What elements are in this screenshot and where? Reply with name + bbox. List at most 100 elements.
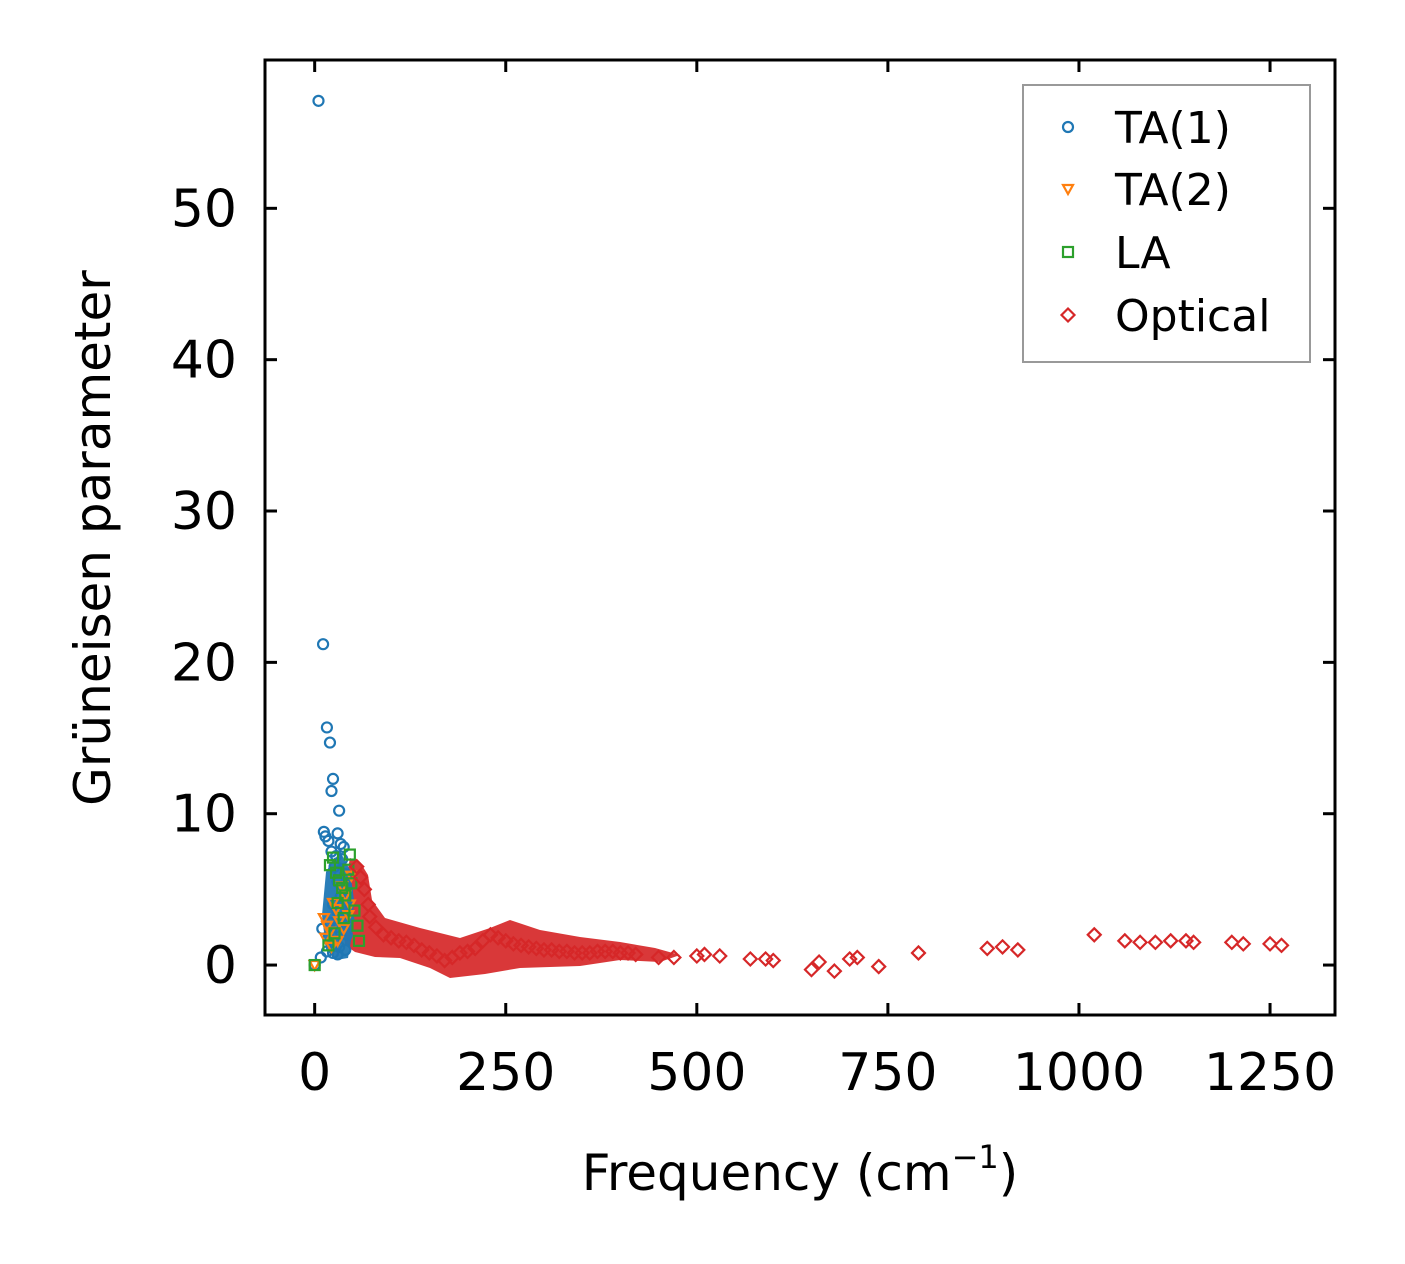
data-point: [581, 944, 598, 962]
data-point: [398, 934, 415, 951]
scatter-points: [307, 94, 1290, 980]
data-point: [318, 932, 333, 946]
series-optical: [348, 858, 1290, 980]
x-tick-label: 250: [456, 1043, 555, 1103]
data-point: [1009, 941, 1026, 958]
data-point: [356, 881, 373, 898]
y-axis-label: Grüneisen parameter: [64, 270, 122, 806]
x-tick-label: 750: [838, 1043, 937, 1103]
data-point: [326, 851, 340, 864]
data-point: [1116, 932, 1133, 949]
data-point: [490, 929, 507, 946]
data-point: [326, 772, 340, 785]
data-point: [650, 949, 667, 966]
y-tick-labels: 0 10 20 30 40 50: [171, 179, 237, 996]
data-point: [870, 958, 887, 975]
legend-label-optical: Optical: [1115, 291, 1270, 342]
legend: TA(1) TA(2) LA Optical: [1022, 84, 1311, 363]
data-point: [322, 834, 335, 848]
data-point: [467, 940, 484, 957]
data-point: [421, 944, 438, 962]
data-point: [331, 948, 344, 961]
x-tick-labels: 0 250 500 750 1000 1250: [298, 1043, 1336, 1103]
axis-ticks: [265, 60, 1335, 1015]
x-tick-label: 1250: [1204, 1043, 1336, 1103]
data-point: [325, 784, 338, 798]
legend-label-la: LA: [1115, 228, 1171, 279]
data-point: [994, 938, 1011, 955]
data-point: [811, 953, 828, 971]
data-point: [316, 638, 330, 651]
data-point: [413, 941, 430, 958]
data-point: [405, 937, 423, 954]
x-tick-label: 1000: [1013, 1043, 1145, 1103]
data-point: [329, 866, 343, 879]
data-point: [459, 943, 476, 960]
data-point: [348, 904, 361, 917]
y-tick-label: 30: [171, 482, 237, 542]
data-point: [320, 920, 334, 933]
data-point: [337, 840, 350, 854]
data-point: [1273, 937, 1290, 954]
data-point: [316, 913, 331, 926]
legend-label-ta1: TA(1): [1114, 103, 1231, 154]
data-point: [337, 912, 350, 925]
x-tick-label: 500: [647, 1043, 746, 1103]
data-point: [627, 946, 644, 963]
data-point: [979, 940, 996, 957]
data-point: [339, 889, 352, 902]
data-point: [482, 926, 499, 943]
data-point: [849, 949, 866, 966]
data-point: [322, 939, 335, 952]
data-point: [910, 944, 927, 962]
data-point: [328, 927, 341, 940]
data-point: [1261, 935, 1279, 952]
data-point: [383, 929, 400, 946]
y-tick-label: 10: [171, 785, 237, 845]
data-point: [742, 950, 759, 968]
legend-marker-icon: [1061, 183, 1075, 197]
data-point: [1147, 934, 1164, 951]
y-tick-label: 40: [171, 331, 237, 391]
data-point: [1235, 935, 1252, 952]
data-point: [451, 944, 468, 962]
data-point: [688, 947, 705, 965]
data-point: [1185, 934, 1202, 951]
data-point: [312, 94, 325, 107]
y-tick-label: 20: [171, 633, 237, 693]
legend-marker-icon: [1061, 120, 1075, 134]
data-point: [336, 923, 351, 936]
data-point: [375, 926, 392, 943]
data-point: [765, 952, 782, 969]
legend-marker-icon: [1059, 306, 1077, 324]
data-point: [436, 952, 453, 969]
data-point: [826, 963, 843, 980]
data-point: [841, 950, 858, 968]
data-point: [1132, 934, 1149, 951]
data-point: [333, 804, 346, 817]
data-point: [803, 961, 820, 978]
legend-markers: [1059, 120, 1077, 324]
data-point: [711, 947, 728, 965]
data-point: [334, 837, 347, 851]
data-point: [665, 949, 682, 966]
data-point: [352, 869, 369, 886]
data-point: [345, 877, 358, 890]
data-point: [330, 935, 345, 949]
data-point: [361, 908, 378, 925]
x-axis-label: Frequency (cm−1): [582, 1138, 1019, 1202]
data-point: [331, 896, 344, 910]
data-point: [367, 919, 384, 936]
data-point: [696, 946, 713, 963]
x-tick-label: 0: [298, 1043, 331, 1103]
legend-marker-icon: [1061, 245, 1075, 259]
y-tick-label: 0: [204, 936, 237, 996]
data-point: [1223, 934, 1240, 951]
data-point: [308, 958, 321, 972]
data-point: [314, 951, 327, 964]
plot-area-frame: [263, 58, 1337, 1017]
y-tick-label: 50: [171, 179, 237, 239]
data-point: [1086, 926, 1103, 943]
data-point: [343, 848, 356, 861]
